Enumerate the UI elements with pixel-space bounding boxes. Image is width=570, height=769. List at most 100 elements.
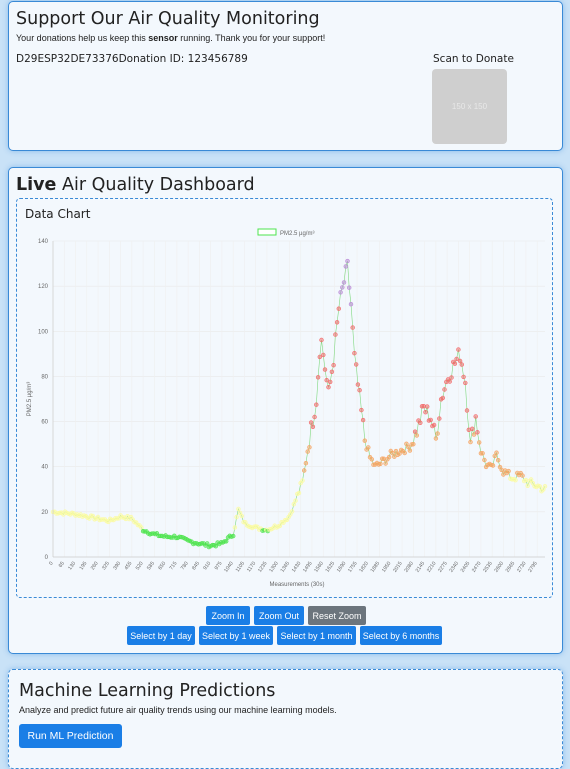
data-point [402,450,407,456]
data-point [333,332,338,337]
legend-swatch [257,228,277,236]
data-point [348,301,354,307]
zoom-out-button[interactable]: Zoom Out [254,606,304,625]
data-point [390,450,395,456]
data-point [296,490,302,496]
data-point [418,420,423,426]
legend-label: PM2.5 µg/m³ [280,231,314,237]
data-point [310,424,316,430]
x-tick-label: 1560 [313,561,325,574]
ml-description: Analyze and predict future air quality t… [19,705,337,715]
support-description: Your donations help us keep this sensor … [16,33,326,43]
x-tick-label: 1495 [302,561,314,574]
data-point [506,468,511,474]
data-point [293,498,298,503]
x-tick-label: 1365 [280,561,292,574]
data-point [232,525,238,530]
zoom-in-button[interactable]: Zoom In [206,606,250,625]
reset-zoom-button[interactable]: Reset Zoom [308,606,366,625]
data-point [300,478,305,483]
y-tick-label: 80 [41,374,48,380]
data-point [431,422,437,428]
x-tick-label: 975 [214,561,224,572]
data-point [302,468,307,473]
data-point [359,407,364,413]
data-point [277,523,283,528]
x-tick-label: 1950 [381,561,393,574]
data-point [338,290,343,295]
data-point [480,451,485,456]
data-point [90,513,96,519]
data-point [428,417,433,423]
data-point [362,438,367,443]
data-point [425,404,430,409]
x-tick-label: 2080 [403,561,415,574]
data-point [528,477,534,482]
x-tick-label: 2275 [437,561,449,574]
data-point [433,436,439,441]
run-ml-prediction-button[interactable]: Run ML Prediction [19,724,122,748]
data-point [354,362,359,367]
data-point [312,414,317,420]
data-point [329,369,335,375]
device-id: D29ESP32DE73376 [16,53,119,65]
data-point [234,514,239,520]
data-point [381,456,387,461]
data-point [463,380,468,386]
data-point [224,539,229,544]
data-point [435,431,440,436]
data-point [449,375,454,380]
select-1-month-button[interactable]: Select by 1 month [277,626,356,645]
y-tick-label: 40 [41,465,48,471]
x-tick-label: 0 [48,561,55,567]
select-1-week-button[interactable]: Select by 1 week [199,626,273,645]
x-tick-label: 1105 [235,561,246,574]
data-point [470,426,475,432]
x-tick-label: 455 [124,561,134,572]
data-point [513,478,518,483]
ml-card: Machine Learning Predictions Analyze and… [8,669,563,769]
data-point [473,414,478,419]
data-point [411,442,416,447]
x-tick-label: 325 [101,561,111,572]
data-point [456,347,461,352]
data-point [437,416,442,421]
chart-container: Data Chart 0 20 40 60 80 100 120 140 0 65 130 195 26… [16,198,553,598]
data-point [461,374,466,380]
data-point [331,363,336,368]
x-tick-label: 650 [157,561,167,572]
data-point [520,473,525,478]
data-point [414,433,419,438]
x-tick-label: 1690 [336,561,348,574]
x-tick-label: 2210 [426,561,438,574]
x-tick-label: 520 [135,561,145,572]
data-point [308,420,314,425]
data-point [336,306,341,311]
x-tick-label: 65 [58,561,66,569]
chart-grid [52,240,545,558]
y-tick-label: 60 [41,420,48,426]
data-point [421,404,426,409]
x-axis-label: Measurements (30s) [269,582,324,588]
y-tick-label: 140 [38,239,49,245]
donation-id: Donation ID: 123456789 [118,53,248,65]
data-point [343,264,348,269]
select-1-day-button[interactable]: Select by 1 day [127,626,195,645]
data-point [347,285,352,290]
x-tick-label: 780 [180,561,190,572]
data-point [440,395,445,401]
data-point [496,458,501,463]
select-6-months-button[interactable]: Select by 6 months [360,626,442,645]
data-point [494,450,499,455]
x-tick-label: 2145 [415,561,427,574]
series-line [52,261,546,548]
data-point [471,432,477,437]
data-point [392,454,397,459]
data-point [457,358,463,364]
data-point [239,513,245,519]
data-point [407,448,413,453]
x-tick-label: 845 [191,561,201,572]
ml-title: Machine Learning Predictions [19,681,276,701]
